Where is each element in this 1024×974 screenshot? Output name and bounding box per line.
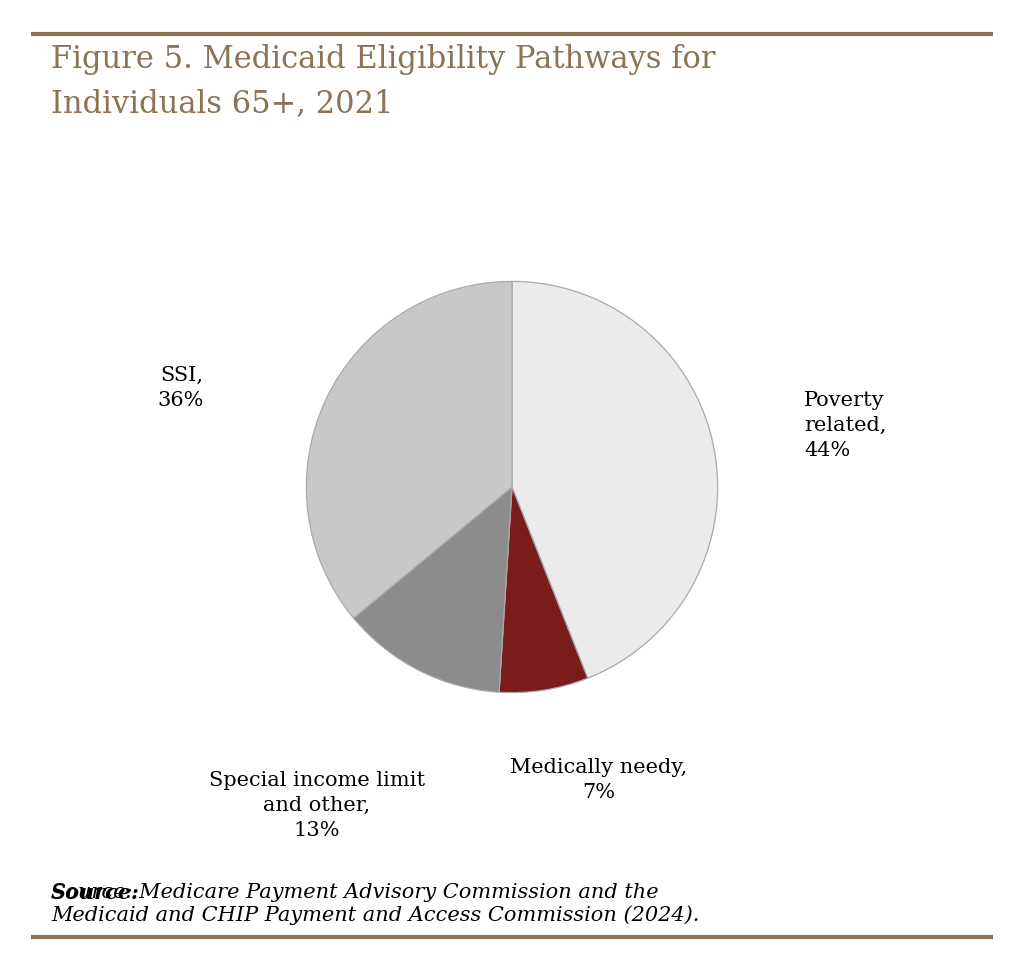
Text: Source: Medicare Payment Advisory Commission and the
Medicaid and CHIP Payment a: Source: Medicare Payment Advisory Commis… [51, 883, 699, 925]
Text: SSI,
36%: SSI, 36% [158, 366, 204, 410]
Text: Medically needy,
7%: Medically needy, 7% [510, 759, 687, 803]
Text: Poverty
related,
44%: Poverty related, 44% [804, 391, 887, 460]
Text: Figure 5. Medicaid Eligibility Pathways for: Figure 5. Medicaid Eligibility Pathways … [51, 44, 716, 75]
Text: Special income limit
and other,
13%: Special income limit and other, 13% [209, 770, 425, 840]
Wedge shape [512, 281, 718, 678]
Text: Source:: Source: [51, 883, 140, 904]
Wedge shape [353, 487, 512, 693]
Text: Individuals 65+, 2021: Individuals 65+, 2021 [51, 88, 393, 119]
Wedge shape [306, 281, 512, 618]
Wedge shape [499, 487, 588, 693]
